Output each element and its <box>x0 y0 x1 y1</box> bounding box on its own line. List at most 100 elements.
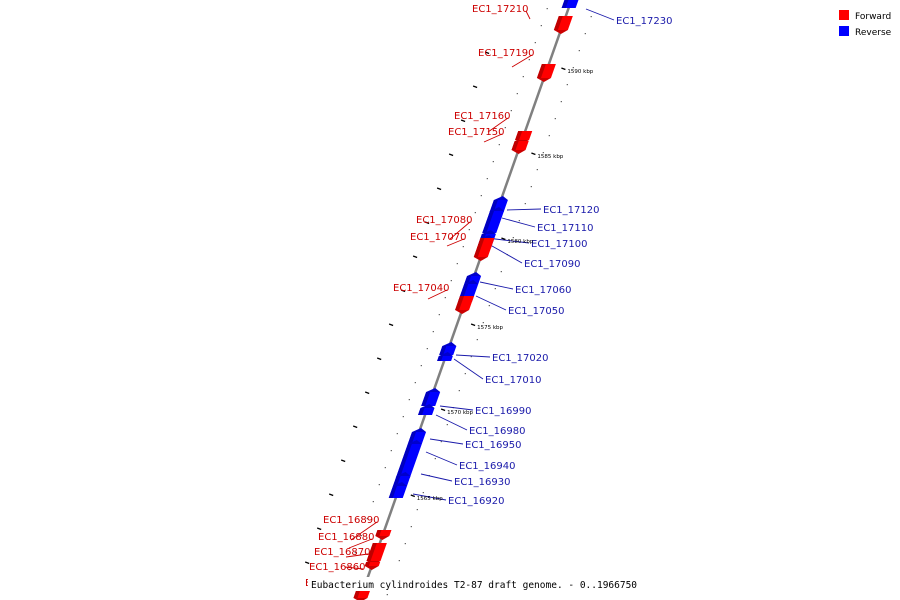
gene-arrow-tip <box>481 230 496 234</box>
leader-line <box>439 405 474 411</box>
gene-label-ec1_16890: EC1_16890 <box>323 515 379 526</box>
tick-dash <box>328 493 334 497</box>
minor-tick-dot <box>426 348 428 350</box>
kbp-tick-mark <box>561 67 566 71</box>
gene-arrow-tip <box>493 196 508 200</box>
minor-tick-dot <box>540 25 542 27</box>
gene-feature-ec1_16930 <box>392 472 411 486</box>
leader-line <box>435 414 468 431</box>
kbp-tick-label: 1570 kbp <box>447 410 473 416</box>
gene-feature-ec1_16940 <box>395 440 422 478</box>
minor-tick-dot <box>408 399 410 401</box>
leader-line <box>475 295 507 311</box>
gene-label-ec1_17070: EC1_17070 <box>410 232 466 243</box>
minor-tick-dot <box>566 84 568 86</box>
gene-label-ec1_16980: EC1_16980 <box>469 426 525 437</box>
gene-feature-ec1_17060 <box>464 272 482 284</box>
gene-label-ec1_16860: EC1_16860 <box>309 562 365 573</box>
gene-shade <box>395 444 412 478</box>
gene-label-ec1_17040: EC1_17040 <box>393 283 449 294</box>
gene-arrow-tip <box>490 207 505 211</box>
tick-dash <box>388 323 394 327</box>
legend-forward-swatch <box>839 10 849 20</box>
tick-dash <box>424 221 430 225</box>
legend-reverse-label: Reverse <box>855 28 892 38</box>
gene-shade <box>375 530 382 536</box>
gene-label-ec1_16870: EC1_16870 <box>314 547 370 558</box>
gene-arrow-tip <box>455 310 470 314</box>
gene-feature-ec1_17040 <box>455 296 475 314</box>
kbp-tick-label: 1575 kbp <box>477 325 503 331</box>
gene-arrow-tip <box>511 150 526 154</box>
minor-tick-dot <box>464 373 466 375</box>
minor-tick-dot <box>434 458 436 460</box>
leader-line <box>350 521 378 541</box>
minor-tick-dot <box>366 518 368 520</box>
leader-line <box>344 566 364 570</box>
tick-dash <box>460 119 466 123</box>
gene-shade <box>561 0 569 8</box>
gene-arrow-tip <box>420 404 435 408</box>
gene-feature-ec1_16920 <box>388 482 407 498</box>
kbp-tick-label: 1585 kbp <box>537 154 563 160</box>
gene-label-ec1_17150: EC1_17150 <box>448 127 504 138</box>
gene-label-ec1_17090: EC1_17090 <box>524 259 580 270</box>
minor-tick-dot <box>462 246 464 248</box>
tick-dash <box>448 153 454 157</box>
gene-feature-ec1_17070 <box>473 246 492 261</box>
minor-tick-dot <box>524 203 526 205</box>
gene-feature-ec1_17210 <box>553 16 573 34</box>
gene-shade <box>437 356 443 361</box>
minor-tick-dot <box>378 484 380 486</box>
gene-label-ec1_17020: EC1_17020 <box>492 353 548 364</box>
gene-shade <box>439 346 447 355</box>
minor-tick-dot <box>516 93 518 95</box>
minor-tick-dot <box>404 543 406 545</box>
gene-arrow-tip <box>464 280 479 284</box>
gene-shade <box>418 408 425 415</box>
gene-shade <box>388 486 397 498</box>
gene-arrow-tip <box>396 472 411 476</box>
minor-tick-dot <box>446 424 448 426</box>
gene-shade <box>455 296 465 310</box>
minor-tick-dot <box>348 569 350 571</box>
minor-tick-dot <box>522 76 524 78</box>
minor-tick-dot <box>548 135 550 137</box>
tick-dash <box>472 85 478 89</box>
leader-line <box>425 451 458 466</box>
minor-tick-dot <box>542 152 544 154</box>
gene-arrow-tip <box>392 482 407 486</box>
minor-tick-dot <box>500 271 502 273</box>
gene-label-ec1_17160: EC1_17160 <box>454 111 510 122</box>
minor-tick-dot <box>590 16 592 18</box>
minor-tick-dot <box>372 501 374 503</box>
kbp-tick-mark <box>470 323 476 327</box>
tick-dash <box>484 51 490 55</box>
kbp-tick-label: 1590 kbp <box>567 69 593 75</box>
minor-tick-dot <box>432 331 434 333</box>
kbp-tick-mark <box>501 237 506 241</box>
tick-dashes <box>304 51 490 565</box>
minor-tick-dot <box>510 110 512 112</box>
minor-tick-dot <box>578 50 580 52</box>
gene-shade <box>421 392 431 406</box>
gene-feature-ec1_17110 <box>482 207 505 233</box>
gene-shade <box>511 141 519 150</box>
tick-dash <box>400 289 406 293</box>
map-caption: Eubacterium cylindroides T2-87 draft gen… <box>311 580 637 591</box>
gene-label-ec1_16880: EC1_16880 <box>318 532 374 543</box>
gene-feature-ec1_17020 <box>439 342 457 355</box>
leader-line <box>420 473 453 482</box>
label-leader-lines <box>341 8 615 591</box>
tick-dash <box>352 425 358 429</box>
gene-label-ec1_17060: EC1_17060 <box>515 285 571 296</box>
minor-tick-dot <box>384 467 386 469</box>
leader-line <box>429 438 464 445</box>
gene-label-ec1_17080: EC1_17080 <box>416 215 472 226</box>
gene-label-ec1_16950: EC1_16950 <box>465 440 521 451</box>
leader-line <box>479 281 514 290</box>
minor-tick-dot <box>572 67 574 69</box>
gene-arrow-tip <box>438 352 453 356</box>
gene-feature-ec1_17120 <box>489 196 508 212</box>
